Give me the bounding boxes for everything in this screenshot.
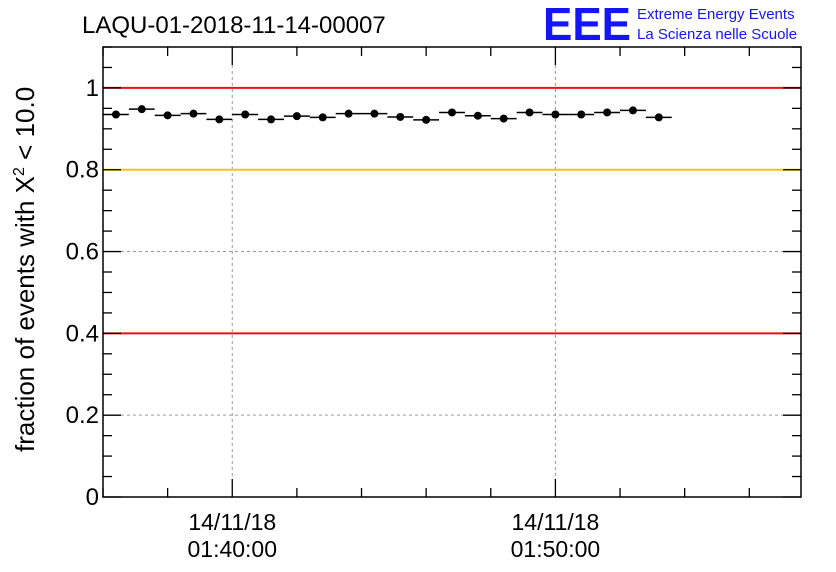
chart-title: LAQU-01-2018-11-14-00007 xyxy=(82,12,386,39)
x-tick-label-time: 01:40:00 xyxy=(187,536,277,562)
y-tick-label: 0.8 xyxy=(66,157,99,184)
y-axis: 0 0.2 0.4 0.6 0.8 1 xyxy=(66,46,801,511)
data-series xyxy=(103,105,672,124)
data-point xyxy=(448,108,456,117)
y-axis-title: fraction of events with X2 < 10.0 xyxy=(10,87,40,452)
y-tick-label: 0 xyxy=(86,484,99,511)
eee-logo-line1: Extreme Energy Events xyxy=(637,6,795,23)
eee-logo-mark: EEE xyxy=(543,0,631,50)
data-point xyxy=(422,115,431,124)
data-point xyxy=(525,108,534,117)
reference-lines xyxy=(103,86,801,335)
data-point xyxy=(499,114,508,123)
data-point xyxy=(344,109,353,118)
data-point xyxy=(370,109,379,118)
y-axis-title-suffix: < 10.0 xyxy=(10,87,40,167)
data-point xyxy=(111,110,120,119)
y-axis-title-sup: 2 xyxy=(11,167,28,176)
y-tick-label: 0.6 xyxy=(66,239,99,266)
data-point xyxy=(628,106,637,115)
eee-logo: EEE Extreme Energy Events La Scienza nel… xyxy=(543,0,797,50)
y-tick-label: 1 xyxy=(86,75,99,102)
data-point xyxy=(215,115,224,124)
data-point xyxy=(137,105,146,114)
data-point xyxy=(396,112,405,121)
data-point xyxy=(473,111,482,120)
x-tick-label-date: 14/11/18 xyxy=(511,509,599,535)
data-point xyxy=(577,110,586,119)
data-point xyxy=(163,111,172,120)
y-axis-title-prefix: fraction of events with X xyxy=(10,176,40,452)
x-tick-label-date: 14/11/18 xyxy=(188,509,276,535)
x-tick-label-time: 01:50:00 xyxy=(511,536,601,562)
data-point xyxy=(267,115,276,124)
data-point xyxy=(292,112,301,121)
data-point xyxy=(654,113,663,122)
data-point xyxy=(318,113,327,122)
eee-logo-line2: La Scienza nelle Scuole xyxy=(637,26,797,43)
data-point xyxy=(189,109,198,118)
data-point xyxy=(551,110,560,119)
y-tick-label: 0.4 xyxy=(66,320,99,347)
data-point xyxy=(603,108,612,117)
data-point xyxy=(241,110,250,119)
y-tick-label: 0.2 xyxy=(66,402,99,429)
